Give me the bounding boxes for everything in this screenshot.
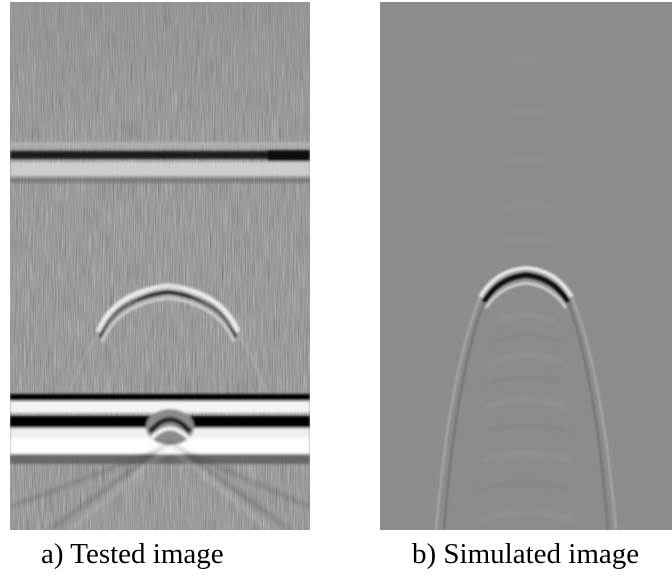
tested-image-panel: [10, 2, 310, 530]
tested-image: [10, 2, 310, 530]
simulated-image-caption: b) Simulated image: [412, 538, 640, 570]
tested-image-caption: a) Tested image: [41, 538, 224, 570]
simulated-image-panel: [380, 2, 672, 530]
simulated-image: [380, 2, 672, 530]
